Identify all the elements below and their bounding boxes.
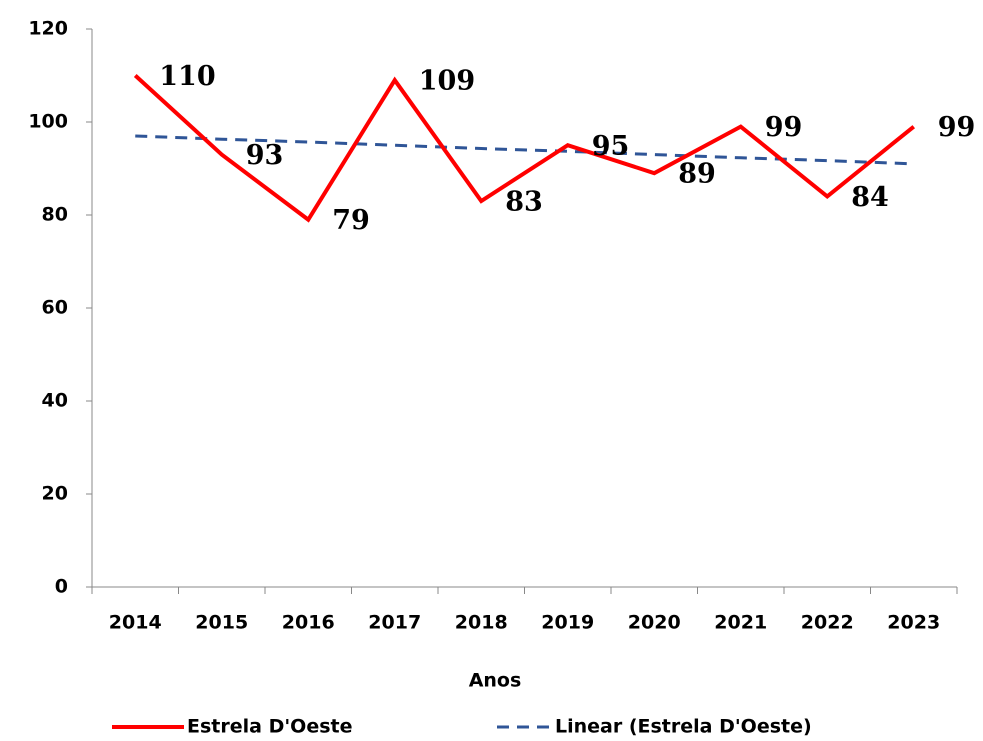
data-label: 110: [159, 61, 215, 92]
series-line: [133, 74, 916, 223]
data-label: 99: [938, 112, 976, 143]
data-label: 93: [246, 140, 284, 171]
x-tick-label: 2018: [455, 612, 508, 634]
y-tick-label: 20: [42, 483, 68, 505]
x-tick-label: 2023: [887, 612, 940, 634]
y-tick-label: 100: [28, 111, 68, 133]
x-tick-label: 2016: [282, 612, 335, 634]
y-tick-label: 40: [42, 390, 68, 412]
data-label: 83: [505, 187, 543, 218]
data-label: 79: [332, 205, 370, 236]
data-label: 95: [592, 131, 630, 162]
x-tick-label: 2019: [541, 612, 594, 634]
y-tick-label: 120: [28, 18, 68, 40]
x-tick-label: 2022: [801, 612, 854, 634]
legend-label: Estrela D'Oeste: [187, 716, 352, 738]
x-tick-label: 2015: [195, 612, 248, 634]
x-tick-label: 2021: [714, 612, 767, 634]
legend-label: Linear (Estrela D'Oeste): [555, 716, 812, 738]
data-label: 89: [678, 159, 716, 190]
x-axis-title: Anos: [469, 670, 522, 692]
data-label: 84: [851, 182, 889, 213]
data-label: 99: [765, 112, 803, 143]
y-tick-label: 0: [55, 576, 68, 598]
data-label: 109: [419, 66, 475, 97]
y-tick-label: 60: [42, 297, 68, 319]
y-tick-label: 80: [42, 204, 68, 226]
x-tick-label: 2020: [628, 612, 681, 634]
x-tick-label: 2017: [368, 612, 421, 634]
x-tick-label: 2014: [109, 612, 162, 634]
